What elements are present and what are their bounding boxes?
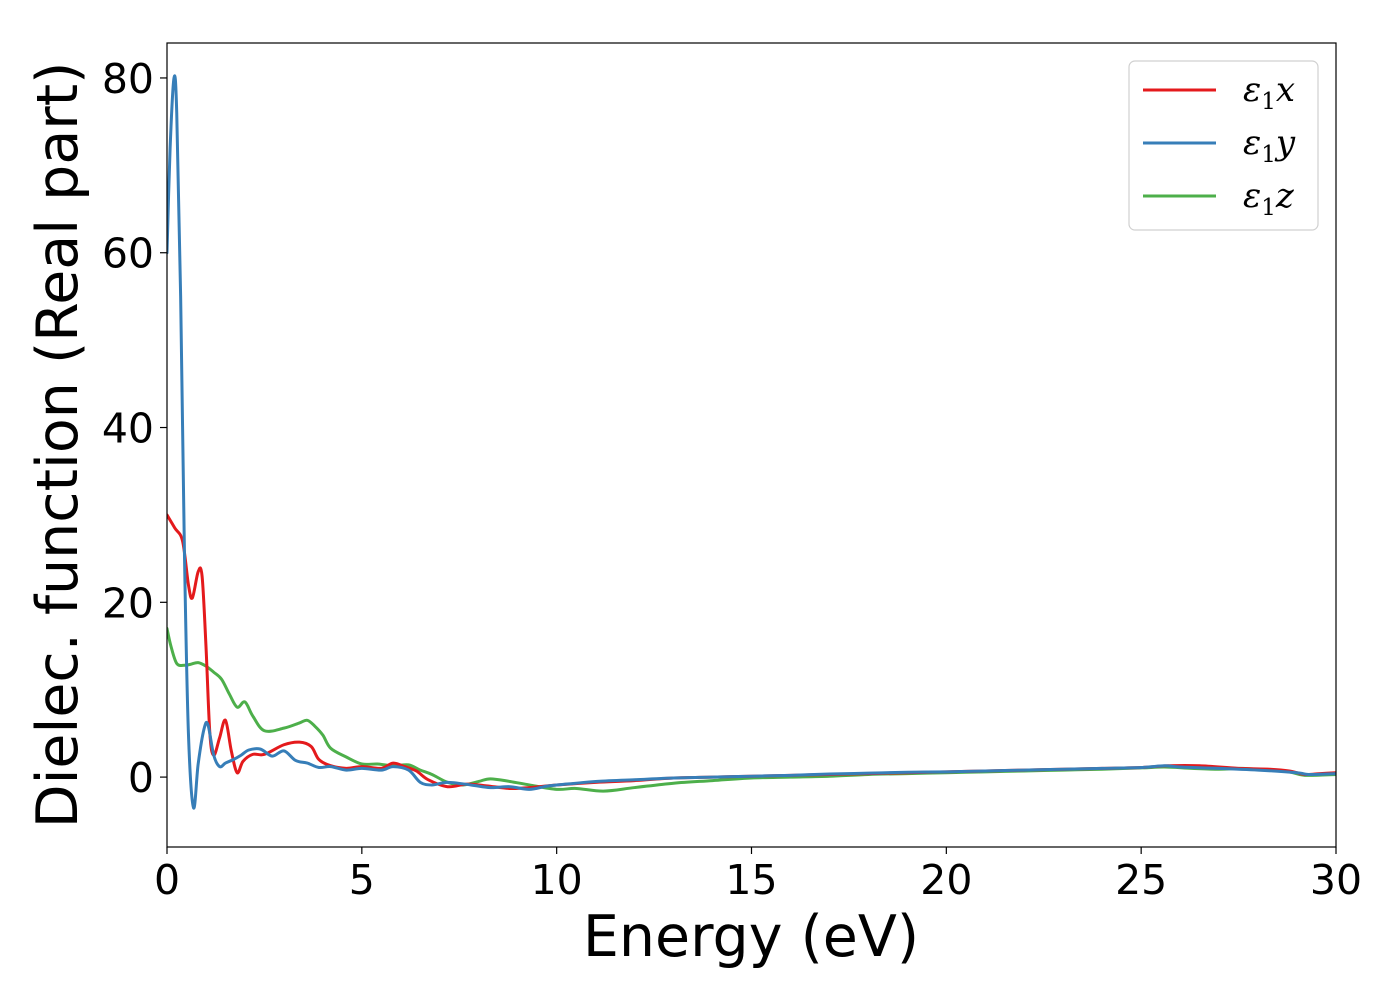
legend-box [1128,60,1319,231]
x-tick-label: 25 [1115,856,1167,904]
y-tick-label: 40 [102,405,154,453]
legend-label-subscript: 1 [1261,195,1276,221]
x-tick-label: 5 [349,856,375,904]
legend-label-z: ε1z [1243,176,1295,221]
legend-label-suffix: x [1276,70,1295,110]
x-tick-label: 30 [1310,856,1362,904]
y-tick-label: 60 [102,230,154,278]
series-line-y [167,74,1336,810]
y-axis-label: Dielec. function (Real part) [25,62,91,829]
y-tick-label: 0 [128,754,154,802]
x-tick-label: 10 [531,856,583,904]
x-tick-label: 20 [920,856,972,904]
legend-label-base: ε [1243,123,1261,163]
legend-label-suffix: y [1274,123,1296,163]
legend-label-subscript: 1 [1261,89,1276,115]
legend-label-y: ε1y [1243,123,1296,168]
legend-label-suffix: z [1275,176,1295,216]
x-axis: 0 5 10 15 20 25 30 [154,847,1362,904]
series-layer [167,74,1336,810]
y-tick-label: 80 [102,55,154,103]
y-tick-label: 20 [102,579,154,627]
x-tick-label: 15 [725,856,777,904]
legend-label-base: ε [1243,176,1261,216]
y-axis: 0 20 40 60 80 [102,55,167,802]
legend-label-subscript: 1 [1261,142,1276,168]
x-tick-label: 0 [154,856,180,904]
legend-label-x: ε1x [1243,70,1295,115]
legend-label-base: ε [1243,70,1261,110]
x-axis-label: Energy (eV) [583,904,919,970]
